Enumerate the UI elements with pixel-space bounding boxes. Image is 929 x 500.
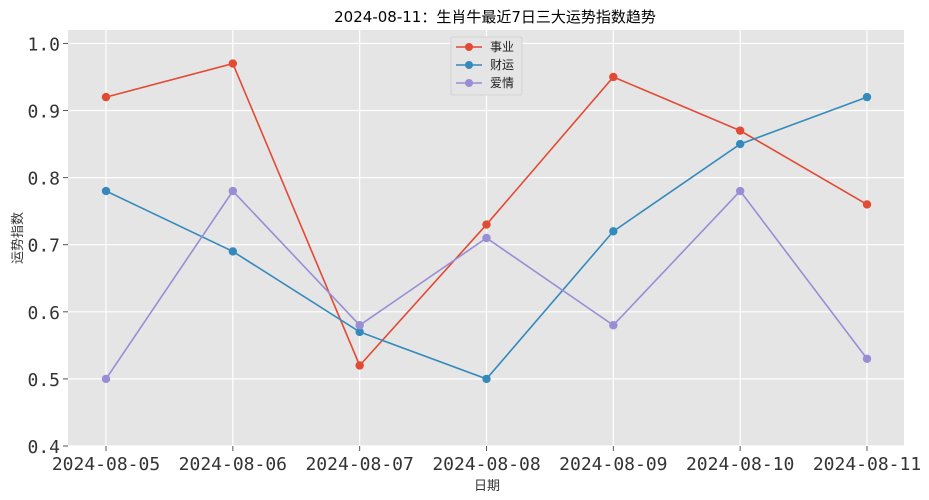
x-axis-label: 日期 bbox=[474, 479, 500, 494]
data-point bbox=[228, 247, 238, 256]
y-tick-label: 0.5 bbox=[27, 370, 60, 391]
y-tick-label: 0.9 bbox=[27, 102, 60, 123]
legend-label: 财运 bbox=[490, 58, 514, 72]
x-tick-label: 2024-08-08 bbox=[432, 454, 540, 475]
y-tick-label: 0.6 bbox=[27, 303, 60, 324]
x-axis-ticks: 2024-08-05 2024-08-06 2024-08-07 2024-08-08… bbox=[52, 446, 921, 475]
data-point bbox=[355, 361, 364, 370]
y-tick-label: 1.0 bbox=[27, 34, 60, 55]
data-point bbox=[862, 92, 872, 102]
data-point bbox=[101, 92, 111, 102]
data-point bbox=[609, 227, 618, 236]
data-point bbox=[482, 374, 491, 384]
chart-title: 2024-08-11：生肖牛最近7日三大运势指数趋势 bbox=[334, 8, 656, 26]
data-point bbox=[355, 327, 364, 337]
data-point bbox=[482, 220, 491, 229]
series-0 bbox=[101, 59, 872, 370]
x-tick-label: 2024-08-09 bbox=[559, 454, 667, 475]
legend-label: 爱情 bbox=[490, 76, 514, 90]
series-2 bbox=[101, 186, 872, 384]
legend-marker bbox=[465, 43, 473, 51]
x-tick-label: 2024-08-05 bbox=[52, 454, 160, 475]
y-tick-label: 0.4 bbox=[27, 437, 60, 458]
y-tick-label: 0.8 bbox=[27, 169, 60, 190]
data-point bbox=[735, 139, 745, 149]
x-tick-label: 2024-08-07 bbox=[305, 454, 413, 475]
y-tick-label: 0.7 bbox=[27, 236, 60, 257]
x-tick-label: 2024-08-06 bbox=[179, 454, 287, 475]
x-tick-label: 2024-08-11 bbox=[813, 454, 921, 475]
data-point bbox=[355, 321, 364, 330]
data-point bbox=[228, 59, 238, 68]
data-point bbox=[735, 126, 745, 135]
data-point bbox=[101, 374, 111, 384]
data-point bbox=[482, 233, 491, 243]
legend-label: 事业 bbox=[490, 40, 514, 54]
legend-marker bbox=[465, 61, 473, 69]
x-tick-label: 2024-08-10 bbox=[686, 454, 794, 475]
data-point bbox=[228, 186, 238, 196]
series-1 bbox=[101, 92, 872, 384]
data-point bbox=[101, 186, 111, 196]
data-point bbox=[609, 72, 618, 82]
data-point bbox=[862, 354, 872, 363]
data-point bbox=[735, 186, 745, 196]
y-axis-ticks: 0.4 0.5 0.6 0.7 0.8 0.9 1.0 bbox=[27, 34, 68, 458]
data-point bbox=[862, 200, 872, 209]
legend-marker bbox=[465, 79, 473, 87]
series-layer bbox=[101, 59, 872, 384]
y-axis-label: 运势指数 bbox=[10, 212, 26, 264]
data-point bbox=[609, 321, 618, 330]
